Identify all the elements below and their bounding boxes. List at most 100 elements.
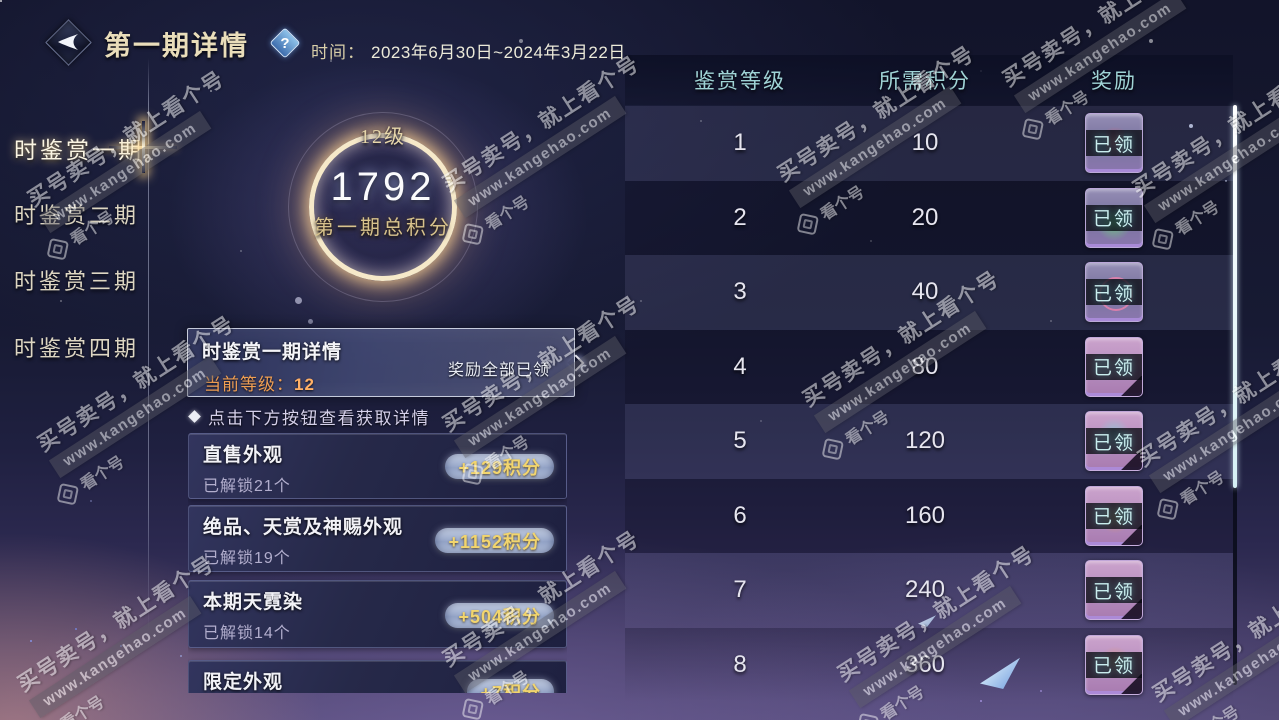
back-button[interactable] [45,19,92,66]
rewards-table-header: 鉴赏等级 所需积分 奖励 [625,55,1233,105]
rewards-status: 奖励全部已领 [447,362,550,379]
kangehao-logo-icon [46,237,69,261]
level-cell: 4 [733,352,747,380]
current-level: 当前等级：12 [204,370,315,395]
table-row: 7 240 已领 [625,553,1233,628]
category-name: 本期天霓染 [203,592,304,613]
sidebar-item-phase2[interactable]: 时鉴赏二期 [14,203,140,228]
category-unlocked-count: 已解锁14个 [203,625,291,642]
sidebar-item-phase1[interactable]: 时鉴赏一期 [14,138,144,163]
reward-tile[interactable]: 已领 [1085,113,1143,174]
category-item-limited[interactable]: 限定外观 +7积分 [188,660,567,693]
watermark-brand: 看个号 [58,693,108,720]
rewards-table: 鉴赏等级 所需积分 奖励 1 10 已领 2 20 已领 3 40 已领 4 8… [625,55,1233,702]
category-points-badge: +7积分 [467,679,554,693]
phase-detail-panel: 时鉴赏一期详情 当前等级：12 奖励全部已领 [187,328,585,397]
sidebar-divider [148,58,149,633]
kangehao-logo-icon [461,697,484,720]
sidebar-item-phase3[interactable]: 时鉴赏三期 [14,269,140,294]
watermark-brand: 看个号 [78,453,128,494]
category-item-direct-sale[interactable]: 直售外观 已解锁21个 +129积分 [188,433,567,499]
category-points-badge: +504积分 [445,603,554,628]
level-cell: 3 [733,278,747,306]
category-item-dye[interactable]: 本期天霓染 已解锁14个 +504积分 [188,580,567,648]
emblem-outer-ring [288,112,478,302]
tip-line: 点击下方按钮查看获取详情 [188,404,430,429]
reward-tile[interactable]: 已领 [1085,485,1143,546]
claimed-badge: 已领 [1086,279,1142,306]
starfield-decoration [0,0,2,2]
crystal-decoration-small [918,615,936,627]
emblem-glow-ring [309,133,457,281]
category-points-badge: +129积分 [445,454,554,479]
category-unlocked-count: 已解锁19个 [203,550,291,567]
season-time-range: 时间： 2023年6月30日~2024年3月22日 [311,38,626,63]
reward-tile[interactable]: 已领 [1085,336,1143,397]
rewards-table-body: 1 10 已领 2 20 已领 3 40 已领 4 80 已领 5 120 [625,106,1233,702]
category-name: 限定外观 [203,672,284,693]
time-label: 时间： [311,43,365,62]
category-unlocked-count: 已解锁21个 [203,478,291,495]
tip-text: 点击下方按钮查看获取详情 [208,409,430,428]
table-scrollbar-thumb[interactable] [1233,105,1237,488]
points-cell: 160 [904,501,946,529]
reward-tile[interactable]: 已领 [1085,187,1143,248]
points-cell: 80 [911,352,939,380]
table-row: 4 80 已领 [625,329,1233,404]
header-level: 鉴赏等级 [694,69,786,93]
claimed-badge: 已领 [1086,651,1142,678]
table-row: 3 40 已领 [625,255,1233,330]
category-name: 直售外观 [203,445,284,466]
current-level-label: 当前等级： [204,375,294,394]
header-points: 所需积分 [879,69,971,93]
claimed-badge: 已领 [1086,353,1142,380]
table-row: 8 360 已领 [625,627,1233,702]
emblem-caption: 第一期总积分 [314,217,452,239]
kangehao-logo-icon [856,712,879,720]
watermark-url: www.kangehao.com [28,596,202,719]
sidebar-item-phase4[interactable]: 时鉴赏四期 [14,336,140,361]
level-cell: 2 [733,203,747,231]
level-cell: 6 [733,501,747,529]
emblem-score: 1792 [330,165,436,209]
reward-tile[interactable]: 已领 [1085,634,1143,695]
claimed-badge: 已领 [1086,130,1142,157]
table-row: 2 20 已领 [625,180,1233,255]
table-scrollbar-track [1233,105,1237,685]
reward-tile[interactable]: 已领 [1085,411,1143,472]
points-cell: 40 [911,278,939,306]
help-button[interactable]: ? [269,27,301,59]
category-name: 绝品、天赏及神赐外观 [203,517,404,538]
emblem-level: 12级 [360,126,406,148]
level-cell: 1 [733,129,747,157]
points-cell: 20 [911,203,939,231]
points-cell: 240 [904,576,946,604]
table-row: 1 10 已领 [625,106,1233,181]
kangehao-logo-icon [56,482,79,506]
points-cell: 120 [904,427,946,455]
category-item-rare-appearance[interactable]: 绝品、天赏及神赐外观 已解锁19个 +1152积分 [188,505,567,572]
reward-tile[interactable]: 已领 [1085,560,1143,621]
claimed-badge: 已领 [1086,204,1142,231]
table-row: 6 160 已领 [625,478,1233,553]
panel-title: 时鉴赏一期详情 [202,342,343,363]
level-cell: 5 [733,427,747,455]
back-arrow-icon [58,34,78,50]
claimed-badge: 已领 [1086,428,1142,455]
reward-tile[interactable]: 已领 [1085,262,1143,323]
score-emblem: 12级 1792 第一期总积分 [268,95,498,325]
table-row: 5 120 已领 [625,404,1233,479]
points-cell: 360 [904,650,946,678]
emblem-dot-decoration [295,297,302,304]
level-cell: 7 [733,576,747,604]
emblem-dot-decoration [308,319,313,324]
question-mark-icon: ? [280,34,290,52]
time-value: 2023年6月30日~2024年3月22日 [371,43,626,62]
category-points-badge: +1152积分 [435,528,554,553]
claimed-badge: 已领 [1086,577,1142,604]
level-cell: 8 [733,650,747,678]
chevron-right-icon[interactable] [567,354,585,372]
page-title: 第一期详情 [104,31,249,61]
points-cell: 10 [911,129,939,157]
